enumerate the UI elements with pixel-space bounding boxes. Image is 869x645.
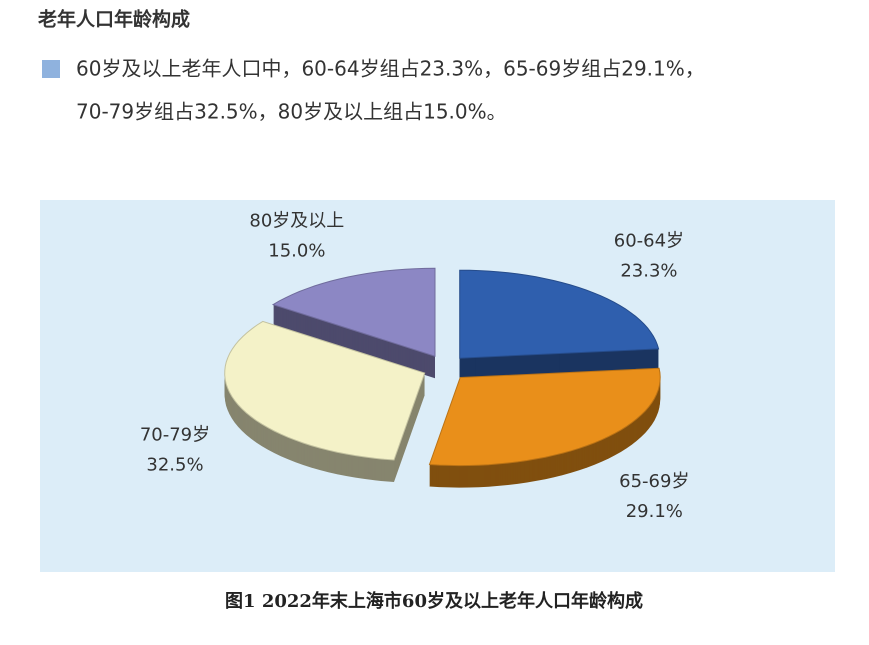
paragraph-line: 60岁及以上老年人口中，60-64岁组占23.3%，65-69岁组占29.1%， — [76, 57, 705, 81]
caption: 图1 2022年末上海市60岁及以上老年人口年龄构成 — [225, 590, 643, 612]
paragraph-line: 70-79岁组占32.5%，80岁及以上组占15.0%。 — [76, 100, 507, 124]
section-title: 老年人口年龄构成 — [38, 8, 190, 31]
slice — [224, 320, 426, 461]
slice-value-label: 32.5% — [146, 454, 203, 475]
slice — [459, 269, 660, 359]
bullet — [42, 60, 60, 78]
slice-label: 65-69岁 — [619, 471, 689, 492]
chart-panel — [40, 200, 835, 572]
slice-label: 80岁及以上 — [249, 210, 344, 231]
pie-chart: 60-64岁 23.3% 65-69岁 29.1% 70-79岁 32.5% 80岁及以上 1… — [140, 210, 690, 521]
slice-value-label: 29.1% — [626, 501, 683, 522]
slice-label: 70-79岁 — [140, 424, 210, 445]
slice-label: 60-64岁 — [614, 231, 684, 252]
slice — [428, 367, 661, 467]
slice-value-label: 15.0% — [268, 240, 325, 261]
slice-value-label: 23.3% — [620, 261, 677, 282]
slice — [271, 267, 436, 357]
